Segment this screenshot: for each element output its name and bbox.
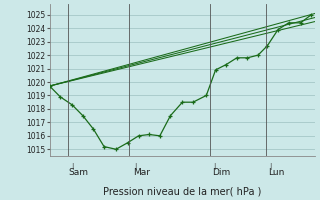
Text: Sam: Sam [69, 168, 89, 177]
Text: |: | [269, 163, 271, 170]
Text: |: | [134, 163, 136, 170]
Text: Pression niveau de la mer( hPa ): Pression niveau de la mer( hPa ) [103, 186, 261, 196]
Text: Mar: Mar [133, 168, 150, 177]
Text: |: | [71, 163, 74, 170]
Text: |: | [213, 163, 216, 170]
Text: Dim: Dim [212, 168, 230, 177]
Text: Lun: Lun [268, 168, 285, 177]
